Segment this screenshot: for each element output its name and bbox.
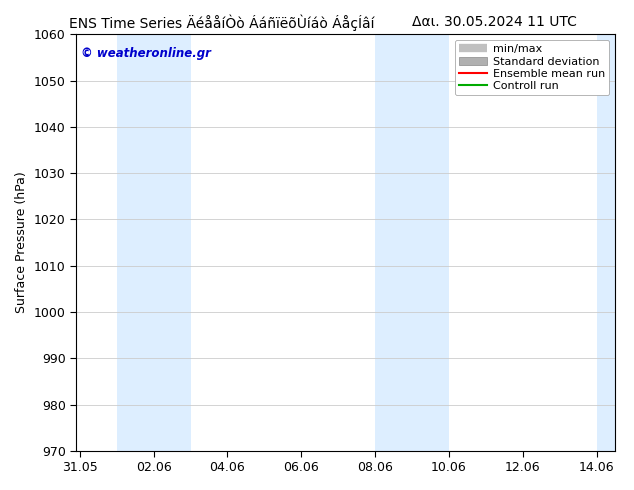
Bar — [375, 34, 449, 451]
Legend: min/max, Standard deviation, Ensemble mean run, Controll run: min/max, Standard deviation, Ensemble me… — [455, 40, 609, 96]
Bar — [117, 34, 190, 451]
Bar — [597, 34, 633, 451]
Y-axis label: Surface Pressure (hPa): Surface Pressure (hPa) — [15, 172, 29, 314]
Text: ENS Time Series ÄéååíÒò ÁáñïëõÙíáò ÁåçÍâí: ENS Time Series ÄéååíÒò ÁáñïëõÙíáò ÁåçÍâ… — [69, 15, 375, 31]
Text: © weatheronline.gr: © weatheronline.gr — [81, 47, 211, 60]
Text: Δαι. 30.05.2024 11 UTC: Δαι. 30.05.2024 11 UTC — [412, 15, 577, 29]
